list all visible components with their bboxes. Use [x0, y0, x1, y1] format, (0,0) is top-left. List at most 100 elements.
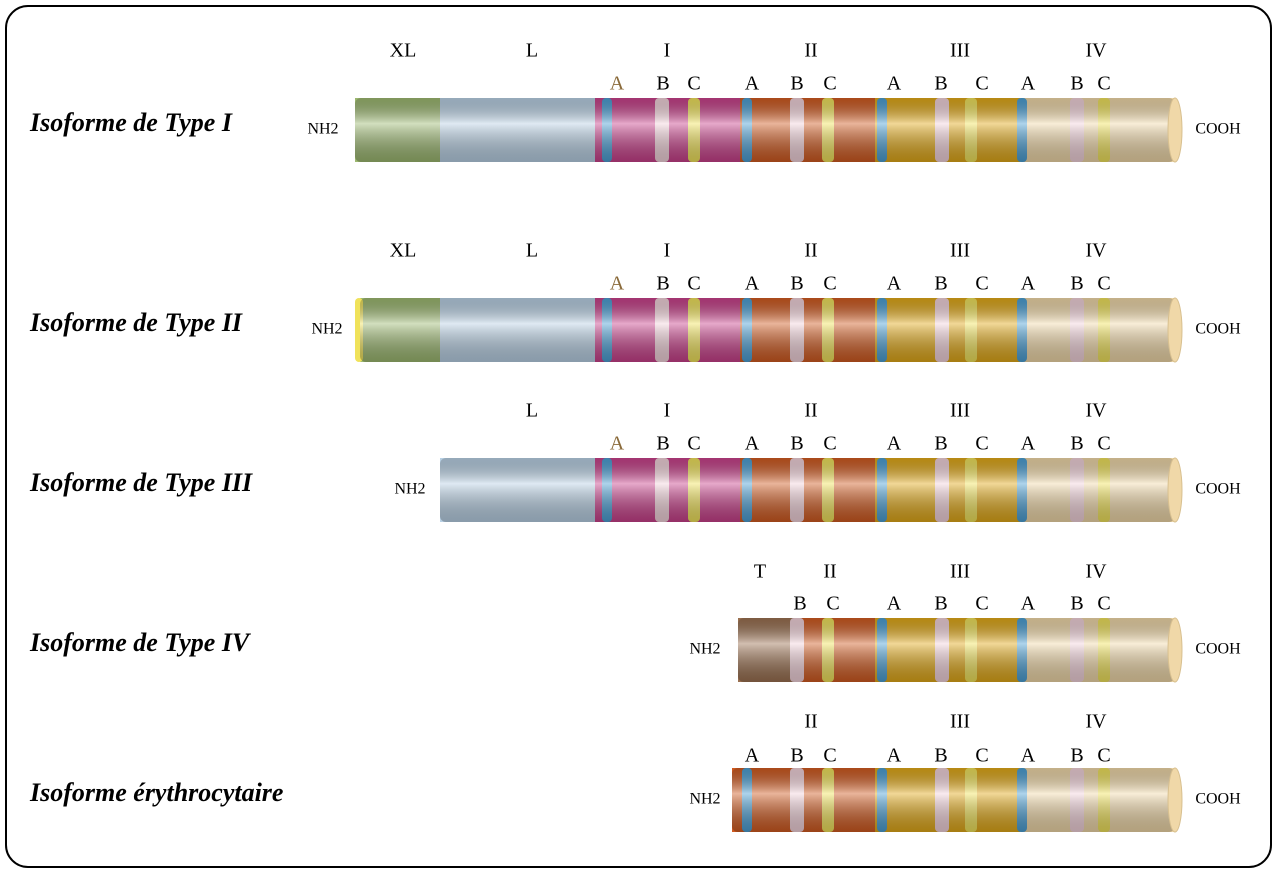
domain-label: II [804, 400, 817, 422]
subdomain-label: A [745, 745, 760, 767]
isoform-title: Isoforme de Type I [29, 108, 233, 137]
domain-label: I [664, 40, 671, 62]
isoform-title: Isoforme érythrocytaire [29, 778, 283, 807]
end-cap [1168, 98, 1182, 162]
domain-label: T [754, 561, 766, 583]
subdomain-label: B [656, 273, 669, 295]
nh2-label: NH2 [689, 791, 720, 808]
subdomain-label: B [934, 593, 947, 615]
cooh-label: COOH [1195, 321, 1241, 338]
domain-label: II [804, 40, 817, 62]
domain-label: II [823, 561, 836, 583]
subdomain-label: B [793, 593, 806, 615]
subdomain-label: B [1070, 593, 1083, 615]
diagram: Isoforme de Type INH2COOHXLLIIIIIIIVABCA… [0, 0, 1277, 873]
subdomain-label: B [934, 433, 947, 455]
subdomain-label: C [823, 433, 836, 455]
isoform-title: Isoforme de Type II [29, 308, 243, 337]
subdomain-label: C [826, 593, 839, 615]
subdomain-label: B [1070, 73, 1083, 95]
subdomain-label: B [1070, 745, 1083, 767]
subdomain-label: A [1021, 73, 1036, 95]
isoform-title: Isoforme de Type III [29, 468, 253, 497]
subdomain-label: C [823, 273, 836, 295]
subdomain-label: A [610, 73, 625, 95]
subdomain-label: A [887, 73, 902, 95]
isoform-title: Isoforme de Type IV [29, 628, 252, 657]
cooh-label: COOH [1195, 121, 1241, 138]
subdomain-label: A [1021, 745, 1036, 767]
domain-label: XL [390, 240, 417, 262]
domain-label: II [804, 711, 817, 733]
subdomain-label: A [745, 73, 760, 95]
subdomain-label: B [790, 745, 803, 767]
domain-label: IV [1085, 561, 1107, 583]
end-cap [1168, 458, 1182, 522]
domain-label: II [804, 240, 817, 262]
domain-label: I [664, 240, 671, 262]
domain-label: IV [1085, 40, 1107, 62]
subdomain-label: C [975, 73, 988, 95]
shade [355, 98, 1175, 162]
subdomain-label: B [656, 73, 669, 95]
cooh-label: COOH [1195, 791, 1241, 808]
subdomain-label: A [745, 433, 760, 455]
subdomain-label: C [687, 433, 700, 455]
subdomain-label: C [975, 593, 988, 615]
subdomain-label: C [975, 745, 988, 767]
subdomain-label: C [975, 433, 988, 455]
subdomain-label: A [610, 273, 625, 295]
end-cap [1168, 618, 1182, 682]
domain-label: IV [1085, 400, 1107, 422]
subdomain-label: B [934, 73, 947, 95]
subdomain-label: A [1021, 433, 1036, 455]
subdomain-label: B [790, 433, 803, 455]
subdomain-label: C [687, 73, 700, 95]
shade [732, 768, 1175, 832]
cooh-label: COOH [1195, 641, 1241, 658]
domain-label: L [526, 400, 538, 422]
nh2-label: NH2 [311, 321, 342, 338]
subdomain-label: C [1097, 73, 1110, 95]
shade [738, 618, 1175, 682]
domain-label: L [526, 240, 538, 262]
domain-label: I [664, 400, 671, 422]
subdomain-label: A [887, 593, 902, 615]
subdomain-label: C [975, 273, 988, 295]
domain-label: III [950, 240, 970, 262]
domain-label: III [950, 40, 970, 62]
subdomain-label: B [790, 73, 803, 95]
subdomain-label: C [1097, 745, 1110, 767]
subdomain-label: B [1070, 273, 1083, 295]
subdomain-label: A [887, 745, 902, 767]
domain-label: III [950, 711, 970, 733]
domain-label: L [526, 40, 538, 62]
subdomain-label: B [656, 433, 669, 455]
end-cap [1168, 768, 1182, 832]
domain-label: XL [390, 40, 417, 62]
subdomain-label: C [1097, 433, 1110, 455]
nh2-label: NH2 [307, 121, 338, 138]
domain-label: III [950, 400, 970, 422]
subdomain-label: B [790, 273, 803, 295]
domain-label: III [950, 561, 970, 583]
subdomain-label: C [823, 745, 836, 767]
subdomain-label: B [934, 745, 947, 767]
end-cap [1168, 298, 1182, 362]
subdomain-label: C [1097, 593, 1110, 615]
subdomain-label: C [1097, 273, 1110, 295]
subdomain-label: A [1021, 273, 1036, 295]
subdomain-label: C [823, 73, 836, 95]
shade [440, 458, 1175, 522]
domain-label: IV [1085, 240, 1107, 262]
subdomain-label: A [745, 273, 760, 295]
subdomain-label: A [887, 273, 902, 295]
nh2-label: NH2 [394, 481, 425, 498]
cooh-label: COOH [1195, 481, 1241, 498]
shade [360, 298, 1175, 362]
subdomain-label: B [1070, 433, 1083, 455]
subdomain-label: B [934, 273, 947, 295]
subdomain-label: A [1021, 593, 1036, 615]
nh2-label: NH2 [689, 641, 720, 658]
subdomain-label: A [610, 433, 625, 455]
